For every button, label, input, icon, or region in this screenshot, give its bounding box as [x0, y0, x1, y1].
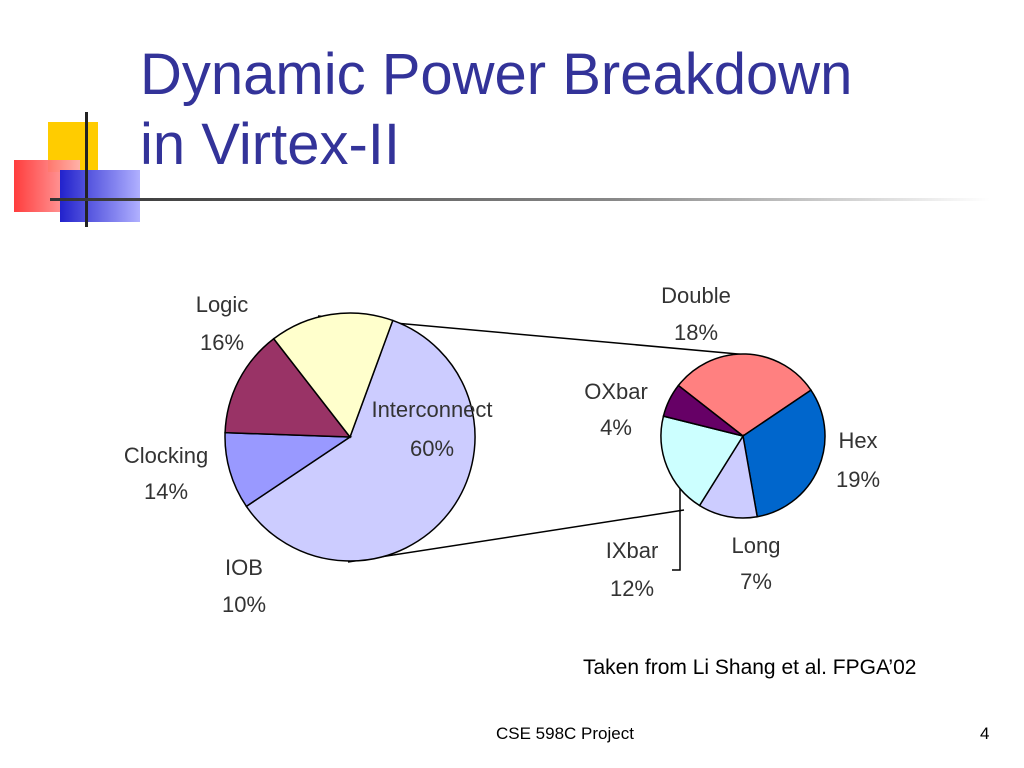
pie-slice-double	[677, 353, 813, 437]
label-double: Double	[661, 283, 731, 308]
label-interconnect: Interconnect	[371, 397, 492, 422]
label-ixbar-percent: 12%	[610, 576, 654, 601]
label-logic-percent: 16%	[200, 330, 244, 355]
deco-blue-bar	[60, 170, 140, 222]
label-interconnect-percent: 60%	[410, 436, 454, 461]
title-decoration	[14, 112, 990, 227]
interconnect-pie	[660, 353, 826, 519]
pie-slice-hex	[742, 389, 826, 518]
label-oxbar: OXbar	[584, 379, 648, 404]
footer-text: CSE 598C Project	[496, 724, 634, 743]
pie-slice-ixbar	[660, 415, 745, 507]
pie-slice-oxbar	[662, 384, 744, 437]
pie-slice-iob	[224, 431, 353, 508]
label-iob-percent: 10%	[222, 592, 266, 617]
label-clocking-percent: 14%	[144, 479, 188, 504]
pie-slice-logic	[272, 312, 394, 439]
slide-title: Dynamic Power Breakdown in Virtex-II	[140, 40, 1000, 180]
title-line-2: in Virtex-II	[140, 112, 401, 177]
connector-line-bottom	[347, 509, 685, 563]
label-ixbar: IXbar	[606, 538, 659, 563]
pie-slice-interconnect	[245, 319, 476, 562]
ixbar-leader-line	[672, 488, 681, 571]
deco-vertical-line	[85, 112, 88, 227]
label-iob: IOB	[225, 555, 263, 580]
label-oxbar-percent: 4%	[600, 415, 632, 440]
label-logic: Logic	[196, 292, 249, 317]
label-long: Long	[732, 533, 781, 558]
label-hex-percent: 19%	[836, 467, 880, 492]
source-citation: Taken from Li Shang et al. FPGA’02	[583, 656, 917, 679]
title-line-1: Dynamic Power Breakdown	[140, 42, 853, 107]
label-long-percent: 7%	[740, 569, 772, 594]
main-pie	[224, 312, 476, 562]
label-hex: Hex	[838, 428, 877, 453]
pie-slice-clocking	[224, 337, 352, 438]
page-number: 4	[980, 724, 990, 743]
deco-horizontal-line	[50, 198, 990, 201]
label-clocking: Clocking	[124, 443, 208, 468]
label-double-percent: 18%	[674, 320, 718, 345]
